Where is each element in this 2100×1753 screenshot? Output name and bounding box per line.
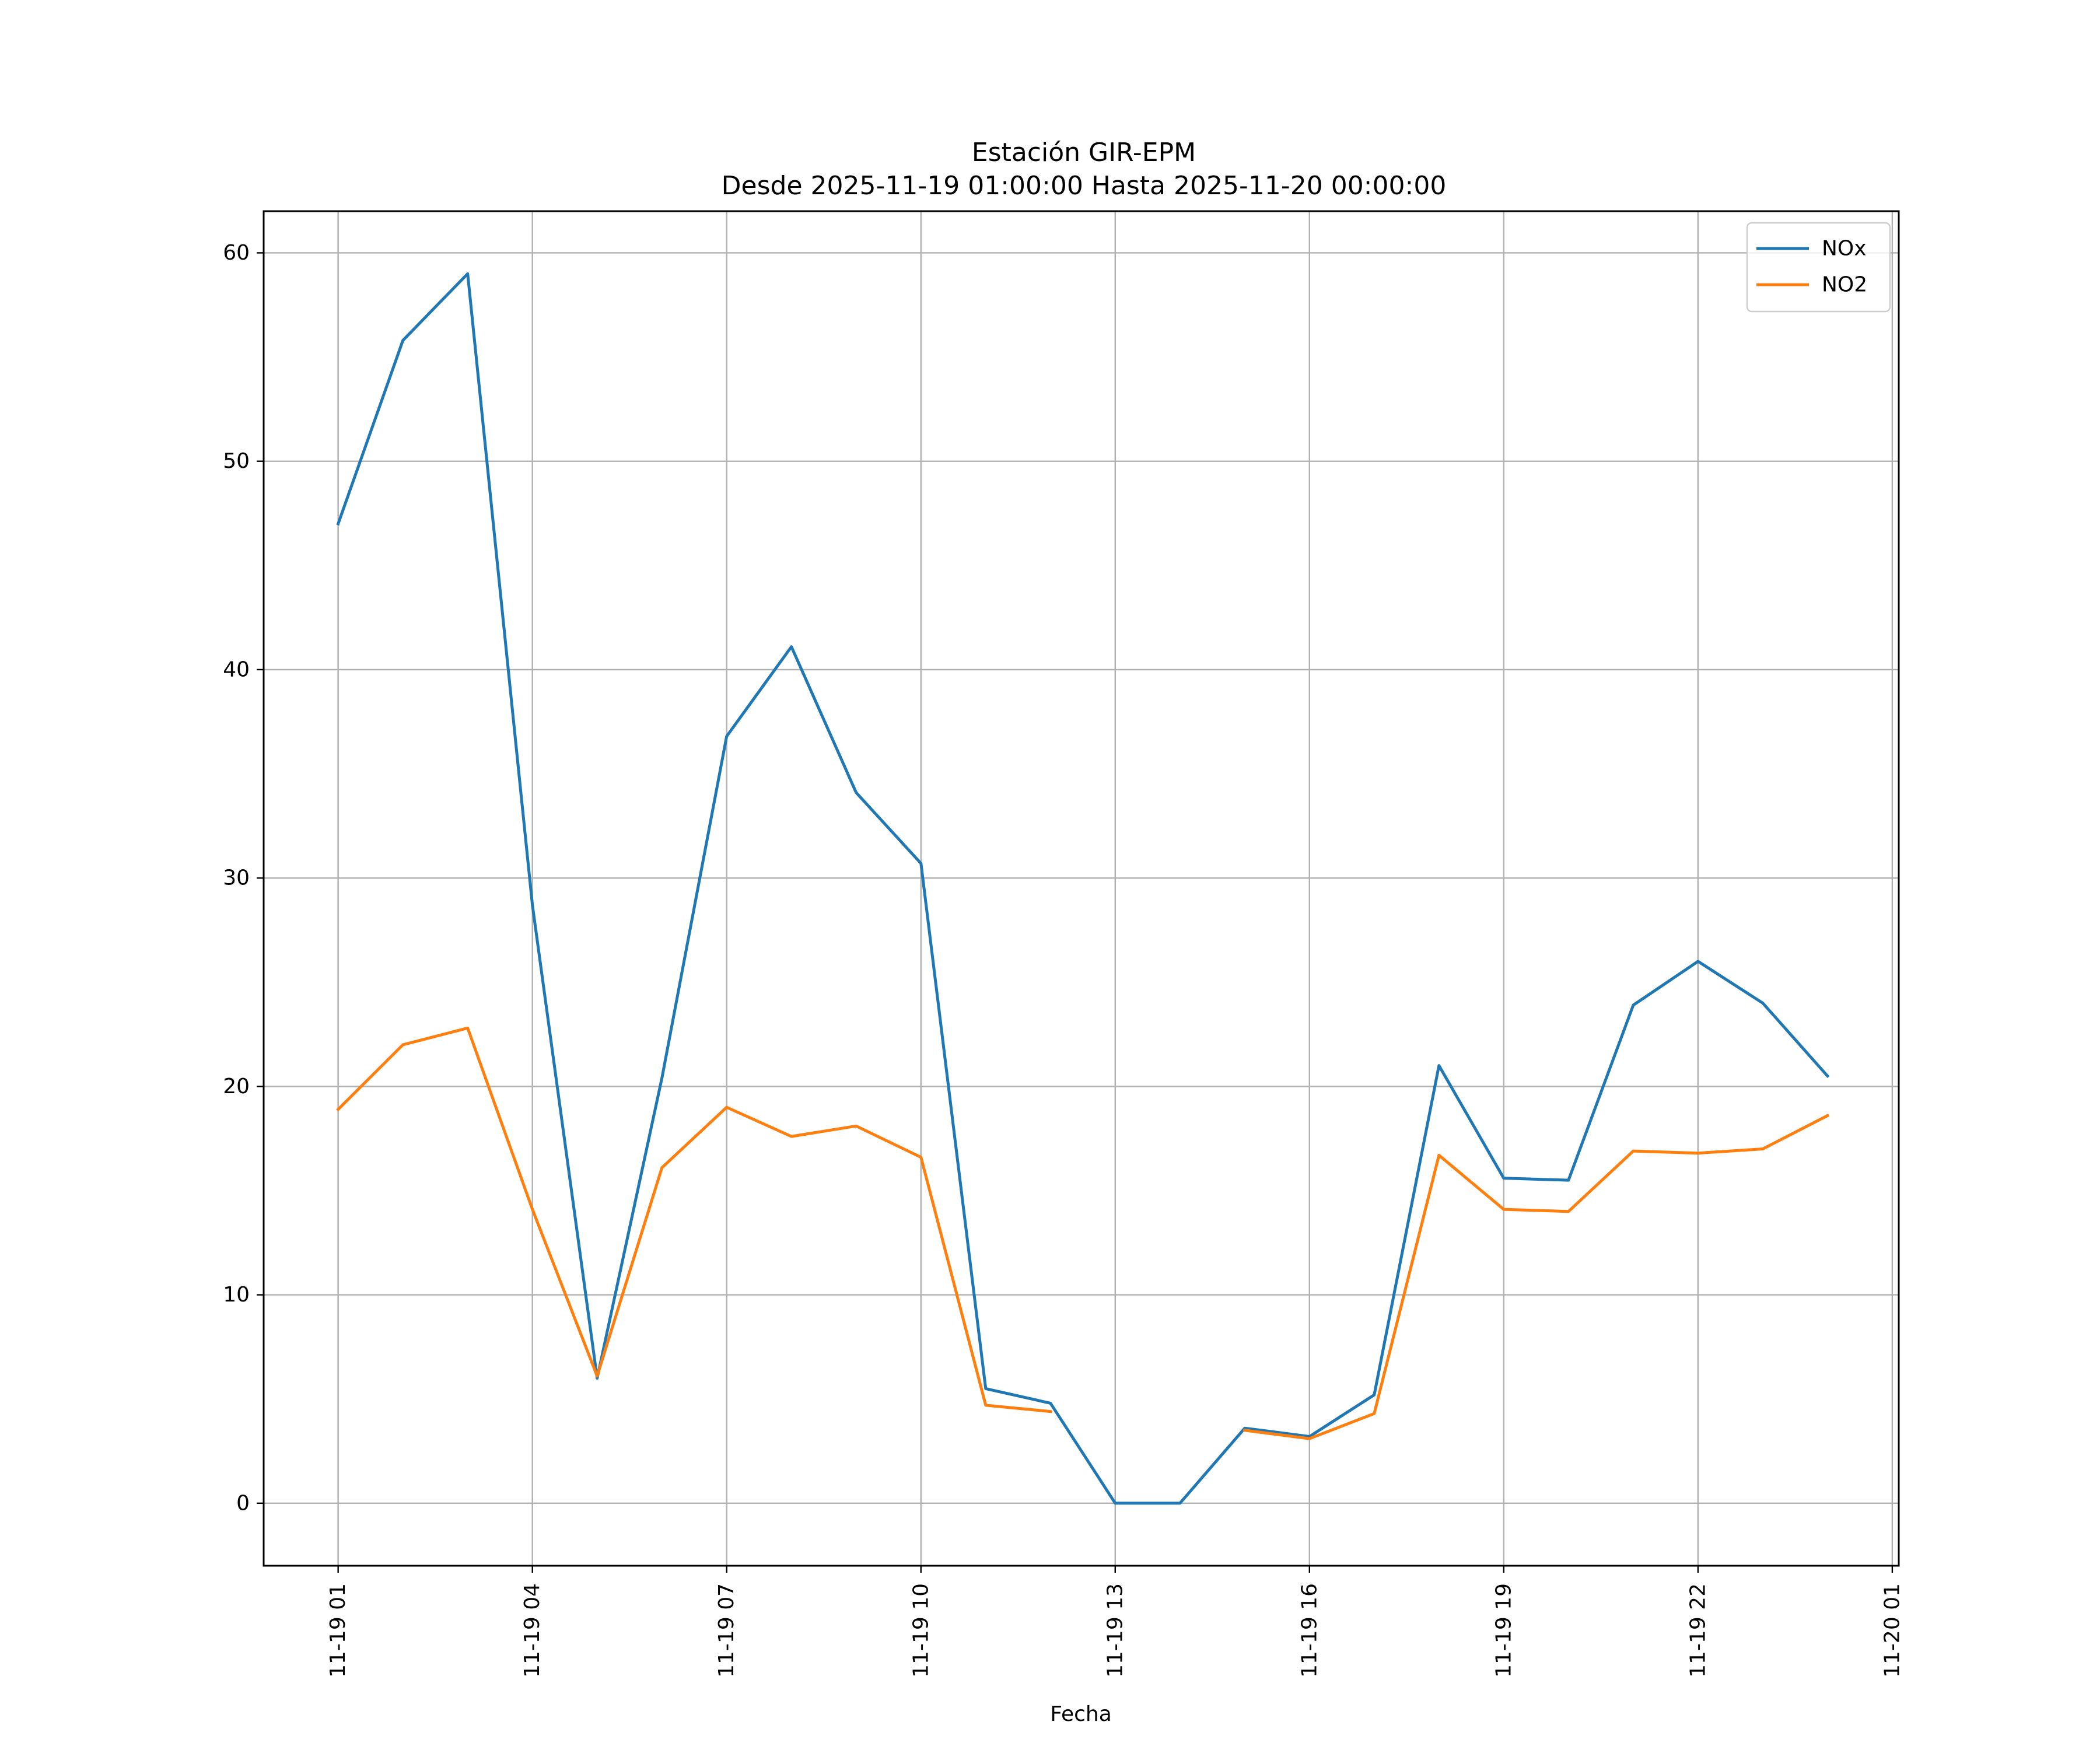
legend-label: NOx [1822,237,1867,261]
legend: NOx NO2 [1746,222,1891,313]
y-tick-label: 40 [223,657,250,681]
x-tick-label: 11-19 10 [909,1583,933,1678]
series-line-no2 [1243,1114,1830,1440]
series-line-nox [336,272,1830,1505]
y-tick-label: 0 [236,1491,250,1515]
x-tick-label: 11-19 22 [1686,1583,1710,1678]
x-axis-label: Fecha [1050,1702,1112,1726]
y-tick-label: 50 [223,449,250,473]
x-tick-label: 11-19 19 [1492,1583,1516,1678]
series-line-no2 [336,1026,1052,1413]
x-tick-label: 11-19 13 [1103,1583,1127,1678]
chart-subtitle: Desde 2025-11-19 01:00:00 Hasta 2025-11-… [722,171,1447,201]
legend-label: NO2 [1822,273,1867,297]
plot-frame [262,210,1900,1567]
x-tick-label: 11-19 07 [715,1583,738,1678]
y-tick-label: 10 [223,1283,250,1307]
legend-box [1746,222,1891,313]
x-tick-label: 11-19 01 [326,1583,350,1678]
y-tick-label: 30 [223,866,250,890]
x-tick-label: 11-19 16 [1297,1583,1321,1678]
x-tick-label: 11-19 04 [520,1583,544,1678]
series-lines [336,272,1830,1505]
y-tick-label: 60 [223,241,250,265]
x-axis-ticks: 11-19 01 11-19 04 11-19 07 11-19 10 11-19 13… [326,1566,1904,1678]
x-tick-label: 11-20 01 [1880,1583,1904,1678]
chart-title: Estación GIR-EPM [972,138,1196,167]
y-tick-label: 20 [223,1075,250,1098]
y-axis-ticks: 0 10 20 30 40 50 60 [223,241,264,1515]
grid [264,211,1899,1566]
